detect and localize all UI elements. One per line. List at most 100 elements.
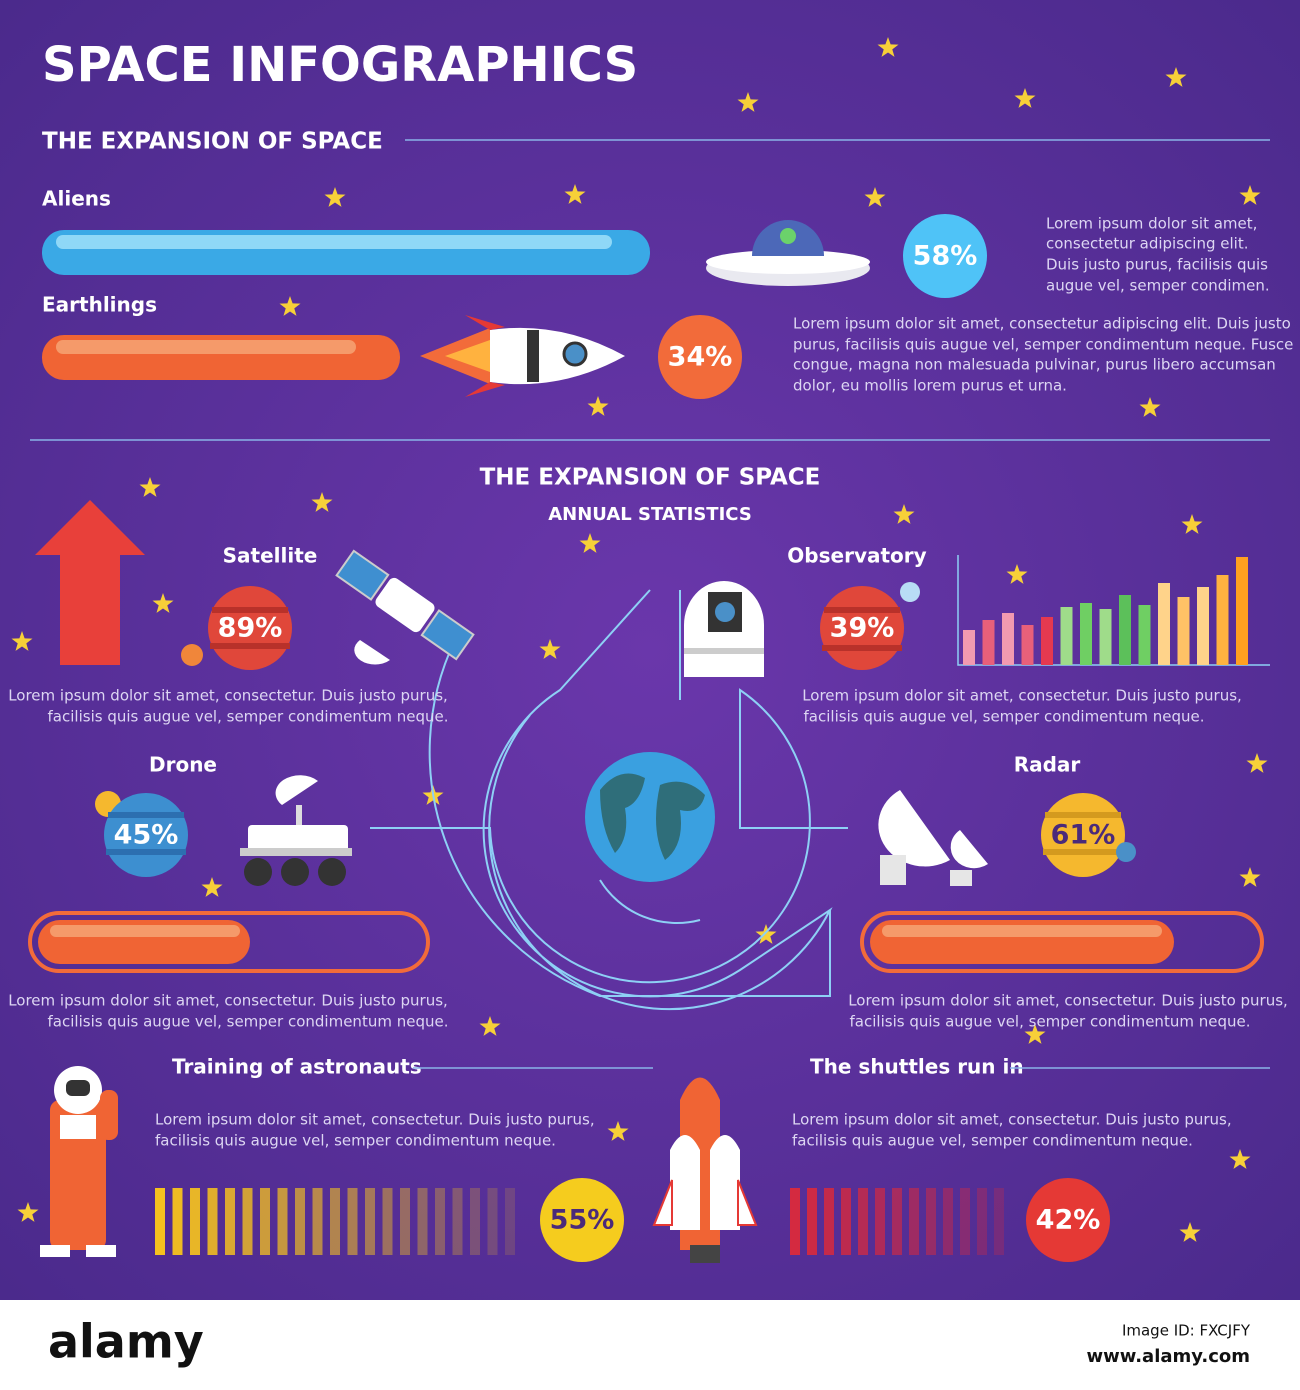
shape [155,1188,515,1255]
shape [684,648,764,654]
deco-bar [909,1188,919,1255]
shape [275,775,318,805]
shape [878,790,950,867]
deco-bar [960,1188,970,1255]
deco-bar [1236,557,1248,665]
shape [375,577,435,633]
deco-bar [172,1188,183,1255]
deco-bar [312,1188,323,1255]
star [864,187,886,207]
text: consectetur adipiscing elit. [1046,235,1248,253]
star [152,593,174,613]
deco-bar [943,1188,953,1255]
url: www.alamy.com [1086,1346,1250,1367]
text: facilisis quis augue vel, semper condime… [48,1013,449,1031]
text: congue, magna non malesuada pulvinar, pu… [793,356,1276,374]
shape [900,582,920,602]
shape [60,1115,96,1139]
shape [35,500,145,665]
shape [106,812,186,855]
shape [490,327,625,385]
label: Observatory [787,544,926,568]
shape [1026,1178,1110,1262]
shape [527,330,539,382]
deco-bar [858,1188,868,1255]
shape [248,825,348,853]
percent: 55% [550,1205,615,1236]
radar-block: Radar 61% Lorem ipsum dolor sit amet, co… [848,753,1288,1031]
star [1006,564,1028,584]
deco-bar [963,630,975,665]
label: Aliens [42,187,111,211]
deco-bar [1119,595,1131,665]
percent: 61% [1051,820,1116,851]
shape [56,235,612,249]
label: Earthlings [42,293,157,317]
percent: 39% [830,613,895,644]
shape [950,870,972,886]
deco-bar [1002,613,1014,665]
deco-bar [1197,587,1209,665]
deco-bar [452,1188,463,1255]
text: Lorem ipsum dolor sit amet, consectetur.… [8,687,448,705]
text: Lorem ipsum dolor sit amet, consectetur.… [792,1111,1232,1129]
text: facilisis quis augue vel, semper condime… [850,1013,1251,1031]
deco-bar [225,1188,235,1255]
shape [882,925,1162,937]
deco-bar [330,1188,340,1255]
shape [1116,842,1136,862]
label: The shuttles run in [810,1055,1024,1079]
deco-bar [1080,603,1092,665]
deco-bar [1216,575,1229,665]
label: Radar [1014,753,1081,777]
deco-bar [875,1188,885,1255]
text: Lorem ipsum dolor sit amet, consectetur.… [8,992,448,1010]
star [1165,67,1187,87]
star [1181,514,1203,534]
star [201,877,223,897]
star [139,477,161,497]
shuttle-icon [652,1077,758,1263]
deco-bar [435,1188,445,1255]
text: Lorem ipsum dolor sit amet, [1046,215,1257,233]
text: Duis justo purus, facilisis quis [1046,256,1268,274]
star [1239,185,1261,205]
deco-bar [260,1188,270,1255]
star [1139,397,1161,417]
text: Lorem ipsum dolor sit amet, consectetur … [793,315,1291,333]
title: SPACE INFOGRAPHICS [42,37,638,93]
text: dolor, eu mollis lorem purus et urna. [793,377,1067,395]
shape [296,805,302,825]
deco-bar [242,1188,253,1255]
shape [652,1179,758,1226]
earth-diagram [370,589,848,1011]
satellite-block: Satellite 89% Lorem ipsum dolor sit amet… [8,500,475,726]
shape [880,855,906,885]
subtitle: ANNUAL STATISTICS [548,504,752,525]
drone-block: Drone 45% Lorem ipsum dolor sit amet, co… [8,753,448,1031]
percent: 42% [1036,1205,1101,1236]
shape [335,549,390,601]
deco-bar [994,1188,1004,1255]
label: Training of astronauts [172,1055,422,1079]
deco-bar [892,1188,902,1255]
shape [715,602,735,622]
shape [1043,812,1123,855]
deco-bar [1177,597,1190,665]
shape [50,925,240,937]
shape [540,1178,624,1262]
percent: 34% [668,342,733,373]
observatory-block: Observatory 39% Lorem ipsum dolor sit am… [684,544,1270,726]
training-block: Training of astronauts Lorem ipsum dolor… [40,1055,653,1262]
deco-bar [977,1188,987,1255]
shuttles-block: The shuttles run in Lorem ipsum dolor si… [790,1055,1270,1262]
shape [354,640,390,665]
star [11,631,33,651]
percent: 89% [218,613,283,644]
shape [706,250,870,274]
text: augue vel, semper condimen. [1046,277,1270,295]
shape [950,830,988,869]
text: facilisis quis augue vel, semper condime… [804,708,1205,726]
shape [963,557,1248,665]
star [17,1202,39,1222]
